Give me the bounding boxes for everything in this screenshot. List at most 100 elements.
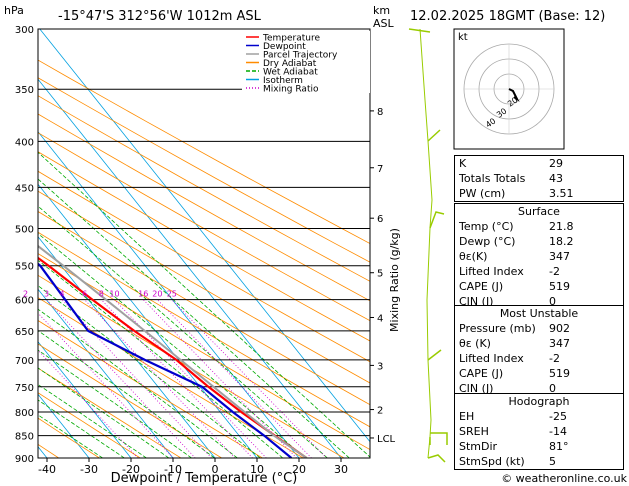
- legend-entry: Mixing Ratio: [263, 85, 319, 95]
- pressure-tick-label: 300: [15, 25, 34, 36]
- wet-adiabat-line: [38, 259, 284, 458]
- stat-label: θε(K): [459, 250, 488, 263]
- stat-value: 519: [549, 367, 570, 380]
- pressure-tick-label: 850: [15, 432, 34, 443]
- pressure-tick-label: 450: [15, 183, 34, 194]
- mixing-ratio-line: [38, 312, 174, 458]
- stat-row: CAPE (J) 519: [455, 279, 623, 294]
- asl-label: ASL: [373, 17, 395, 30]
- temp-tick-label: 0: [212, 463, 219, 476]
- stat-row: StmSpd (kt) 5: [455, 454, 623, 469]
- legend-entry: Dewpoint: [263, 42, 306, 52]
- stat-row: θε(K) 347: [455, 249, 623, 264]
- isotherm-line: [0, 29, 5, 458]
- stat-label: θε (K): [459, 337, 491, 350]
- stat-value: -14: [549, 425, 567, 438]
- plot-frame: [37, 28, 371, 459]
- stat-value: -2: [549, 265, 560, 278]
- mixing-ratio-label: 10: [109, 290, 119, 299]
- stat-label: Pressure (mb): [459, 322, 536, 335]
- hodograph-table-title: Hodograph: [508, 395, 570, 408]
- datetime-title: 12.02.2025 18GMT (Base: 12): [410, 9, 605, 24]
- stat-row: Lifted Index -2: [455, 351, 623, 366]
- stat-value: 81°: [549, 440, 569, 453]
- series-parcel-trajectory: [38, 244, 308, 458]
- legend-entry: Temperature: [262, 34, 320, 44]
- mixing-ratio-line: [157, 299, 312, 458]
- stat-row: CIN (J) 0: [455, 294, 623, 309]
- mixing-ratio-line: [46, 299, 196, 458]
- km-tick-label: 6: [377, 214, 383, 225]
- stat-label: Lifted Index: [459, 265, 524, 278]
- km-tick-label: 4: [377, 313, 383, 324]
- km-label: km: [373, 4, 390, 17]
- axes: 300350400450500550600650700750800850900-…: [15, 25, 396, 476]
- stat-value: 902: [549, 322, 570, 335]
- dry-adiabat-line: [38, 253, 370, 451]
- stat-label: Totals Totals: [459, 172, 526, 185]
- stat-row: θε (K) 347: [455, 336, 623, 351]
- stat-row: Totals Totals 43: [455, 171, 623, 186]
- km-tick-label: 3: [377, 361, 383, 372]
- pressure-tick-label: 900: [15, 454, 34, 465]
- stat-row: Pressure (mb) 902: [455, 321, 623, 336]
- pressure-tick-label: 500: [15, 224, 34, 235]
- stat-value: -25: [549, 410, 567, 423]
- wind-barb: [427, 454, 446, 463]
- hodograph-trace: [508, 88, 520, 102]
- pressure-tick-label: 400: [15, 137, 34, 148]
- legend-entry: Parcel Trajectory: [263, 51, 338, 61]
- series-temperature: [38, 256, 308, 458]
- wind-barb: [429, 211, 445, 229]
- legend-box: [242, 31, 370, 93]
- temp-tick-label: 20: [292, 463, 306, 476]
- stat-label: StmSpd (kt): [459, 455, 525, 468]
- wind-profile-line: [419, 28, 433, 459]
- dry-adiabat-line: [38, 297, 304, 458]
- km-tick-label: LCL: [377, 434, 396, 445]
- series-dewpoint: [38, 262, 293, 458]
- stat-label: Lifted Index: [459, 352, 524, 365]
- pressure-tick-label: 750: [15, 383, 34, 394]
- wet-adiabat-line: [38, 233, 306, 458]
- mixing-ratio-label: 4: [59, 290, 64, 299]
- legend-entry: Isotherm: [263, 76, 303, 86]
- stat-label: CIN (J): [459, 382, 494, 395]
- temp-tick-label: -20: [122, 463, 140, 476]
- mixing-ratio-label: 6: [82, 290, 87, 299]
- temp-tick-label: 30: [334, 463, 348, 476]
- pressure-tick-label: 800: [15, 408, 34, 419]
- wind-barb: [427, 129, 441, 142]
- stat-row: PW (cm) 3.51: [455, 186, 623, 201]
- stat-value: -2: [549, 352, 560, 365]
- stat-label: CAPE (J): [459, 280, 504, 293]
- stat-value: 3.51: [549, 187, 574, 200]
- stat-label: Dewp (°C): [459, 235, 516, 248]
- stat-label: CAPE (J): [459, 367, 504, 380]
- temp-tick-label: 10: [250, 463, 264, 476]
- temp-tick-label: -40: [38, 463, 56, 476]
- stat-row: StmDir 81°: [455, 439, 623, 454]
- temp-tick-label: -30: [80, 463, 98, 476]
- background-lines: [0, 29, 370, 458]
- mixing-ratio-label: 16: [138, 290, 148, 299]
- km-tick-label: 7: [377, 164, 383, 175]
- stat-label: EH: [459, 410, 475, 423]
- mixing-ratio-label: 3: [44, 290, 49, 299]
- surface-title: Surface: [518, 205, 560, 218]
- most-unstable-panel: Most Unstable Pressure (mb) 902 θε (K) 347 L…: [454, 305, 624, 397]
- stat-row: Temp (°C) 21.8: [455, 219, 623, 234]
- stat-label: PW (cm): [459, 187, 506, 200]
- wind-barb: [429, 432, 448, 445]
- dry-adiabat-line: [38, 231, 370, 428]
- stat-label: StmDir: [459, 440, 498, 453]
- pressure-tick-label: 600: [15, 296, 34, 307]
- stat-value: 29: [549, 157, 563, 170]
- stat-label: Temp (°C): [459, 220, 514, 233]
- wet-adiabat-line: [38, 308, 238, 458]
- stat-label: K: [459, 157, 467, 170]
- surface-panel: Surface Temp (°C) 21.8 Dewp (°C) 18.2 θε(K) 3…: [454, 203, 624, 310]
- pressure-tick-label: 350: [15, 85, 34, 96]
- stat-value: 347: [549, 250, 570, 263]
